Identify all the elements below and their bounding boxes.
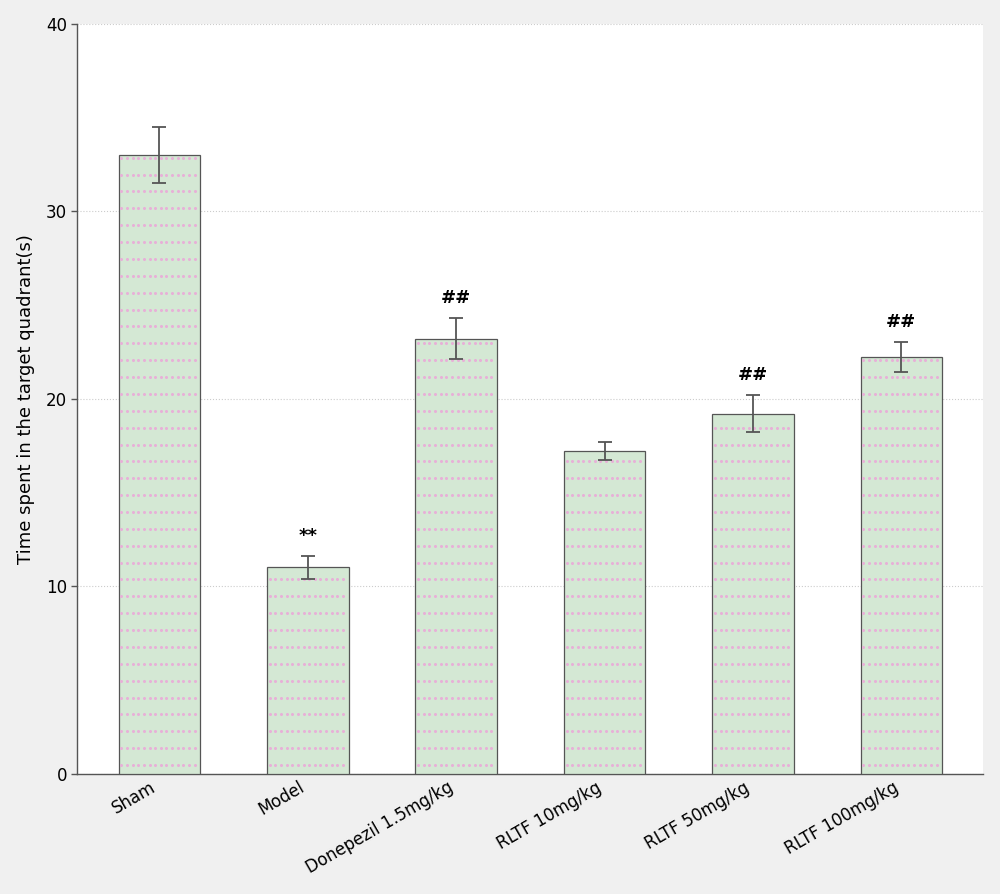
Bar <box>861 358 942 773</box>
Text: ##: ## <box>738 366 768 384</box>
Text: **: ** <box>298 527 317 544</box>
Text: ##: ## <box>886 313 916 331</box>
Bar <box>564 451 645 773</box>
Bar <box>712 414 794 773</box>
Bar <box>415 339 497 773</box>
Bar <box>267 568 349 773</box>
Y-axis label: Time spent in the target quadrant(s): Time spent in the target quadrant(s) <box>17 233 35 563</box>
Bar <box>119 155 200 773</box>
Text: ##: ## <box>441 289 471 307</box>
